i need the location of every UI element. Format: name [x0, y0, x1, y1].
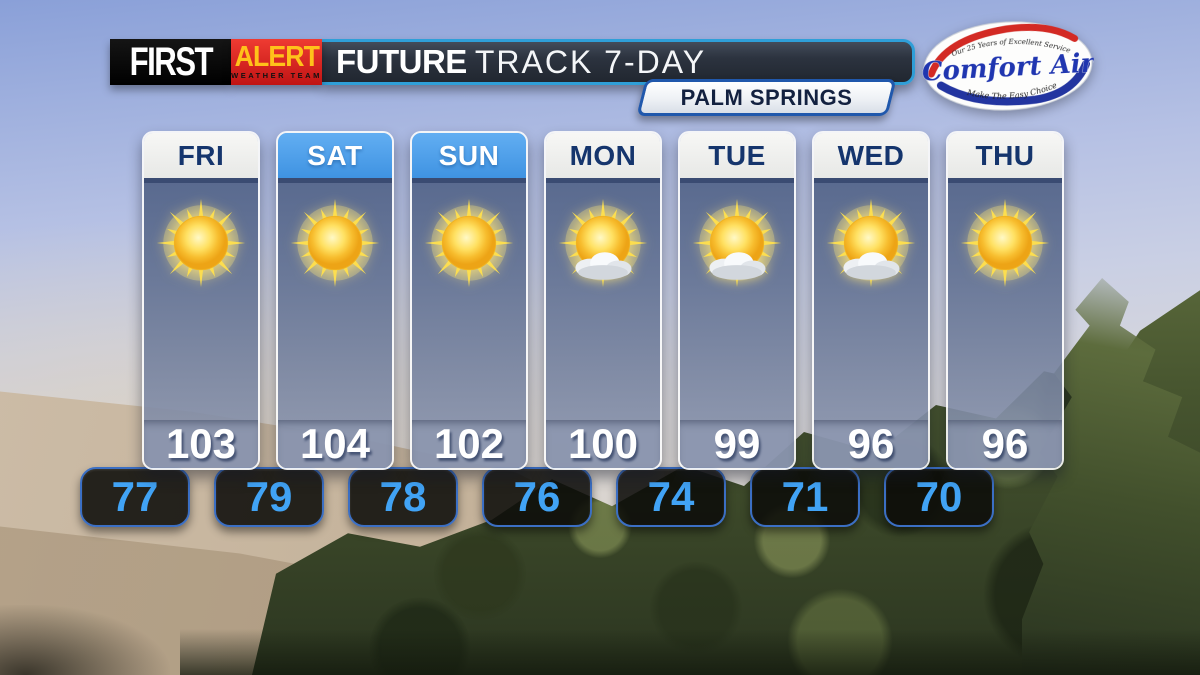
- blue-swoosh: [936, 59, 1090, 106]
- comfort-air-sponsor-logo: Our 25 Years of Excellent Service Comfor…: [920, 16, 1098, 117]
- low-temp-value: 78: [379, 473, 427, 520]
- alert-logo-text: ALERT: [234, 41, 319, 73]
- alert-logo: ALERT WEATHER TEAM: [231, 39, 322, 85]
- day-label: TUE: [680, 133, 794, 178]
- high-temp-value: 99: [680, 420, 794, 468]
- day-card-body: [546, 178, 660, 420]
- high-temp-value: 102: [412, 420, 526, 468]
- low-temp-box: 78: [348, 467, 458, 527]
- low-temp-value: 77: [111, 473, 159, 520]
- day-card-body: [948, 178, 1062, 420]
- sun-behind-cloud-icon: [557, 197, 649, 289]
- low-temp-value: 71: [781, 473, 829, 520]
- low-temp-value: 76: [513, 473, 561, 520]
- day-label: FRI: [144, 133, 258, 178]
- cloud-shape: [575, 252, 632, 280]
- sun-icon: [289, 197, 381, 289]
- low-temp-value: 74: [647, 473, 695, 520]
- bottom-left-rocks: [0, 605, 170, 675]
- forecast-lows-row: 77 79 78 76 74 71 70: [80, 467, 994, 527]
- sun-icon: [155, 197, 247, 289]
- low-temp-box: 74: [616, 467, 726, 527]
- location-name: PALM SPRINGS: [680, 84, 853, 110]
- day-label: SUN: [412, 133, 526, 178]
- low-temp-box: 79: [214, 467, 324, 527]
- day-label: THU: [948, 133, 1062, 178]
- title-track-7day: TRACK 7-DAY: [474, 43, 707, 80]
- sun-icon: [959, 197, 1051, 289]
- weather-team-text: WEATHER TEAM: [231, 71, 322, 80]
- title-bar: FUTURE TRACK 7-DAY: [322, 39, 915, 85]
- day-card-body: [814, 178, 928, 420]
- day-label: WED: [814, 133, 928, 178]
- first-logo-text: FIRST: [129, 39, 213, 84]
- title-future: FUTURE: [336, 43, 467, 80]
- forecast-day-card: SAT 104: [276, 131, 394, 470]
- bottom-shadow: [180, 629, 1200, 675]
- first-logo: FIRST: [110, 39, 231, 85]
- day-label: MON: [546, 133, 660, 178]
- forecast-day-card: FRI 103: [142, 131, 260, 470]
- sun-behind-cloud-icon: [691, 197, 783, 289]
- red-swoosh: [927, 23, 1079, 78]
- high-temp-value: 103: [144, 420, 258, 468]
- high-temp-value: 96: [948, 420, 1062, 468]
- forecast-days-row: FRI 103 SAT 104 SUN 102 MON: [142, 131, 1064, 470]
- day-card-body: [144, 178, 258, 420]
- forecast-day-card: WED 96: [812, 131, 930, 470]
- forecast-day-card: TUE 99: [678, 131, 796, 470]
- location-tab: PALM SPRINGS: [636, 79, 897, 116]
- day-card-body: [412, 178, 526, 420]
- cloud-shape: [709, 252, 766, 280]
- sun-icon: [423, 197, 515, 289]
- day-label: SAT: [278, 133, 392, 178]
- high-temp-value: 104: [278, 420, 392, 468]
- low-temp-box: 70: [884, 467, 994, 527]
- low-temp-value: 70: [915, 473, 963, 520]
- high-temp-value: 96: [814, 420, 928, 468]
- comfort-air-oval: Our 25 Years of Excellent Service Comfor…: [921, 21, 1098, 111]
- cloud-shape: [843, 252, 900, 280]
- high-temp-value: 100: [546, 420, 660, 468]
- forecast-day-card: SUN 102: [410, 131, 528, 470]
- sun-behind-cloud-icon: [825, 197, 917, 289]
- low-temp-box: 71: [750, 467, 860, 527]
- forecast-day-card: MON 100: [544, 131, 662, 470]
- low-temp-value: 79: [245, 473, 293, 520]
- day-card-body: [680, 178, 794, 420]
- forecast-day-card: THU 96: [946, 131, 1064, 470]
- day-card-body: [278, 178, 392, 420]
- low-temp-box: 76: [482, 467, 592, 527]
- low-temp-box: 77: [80, 467, 190, 527]
